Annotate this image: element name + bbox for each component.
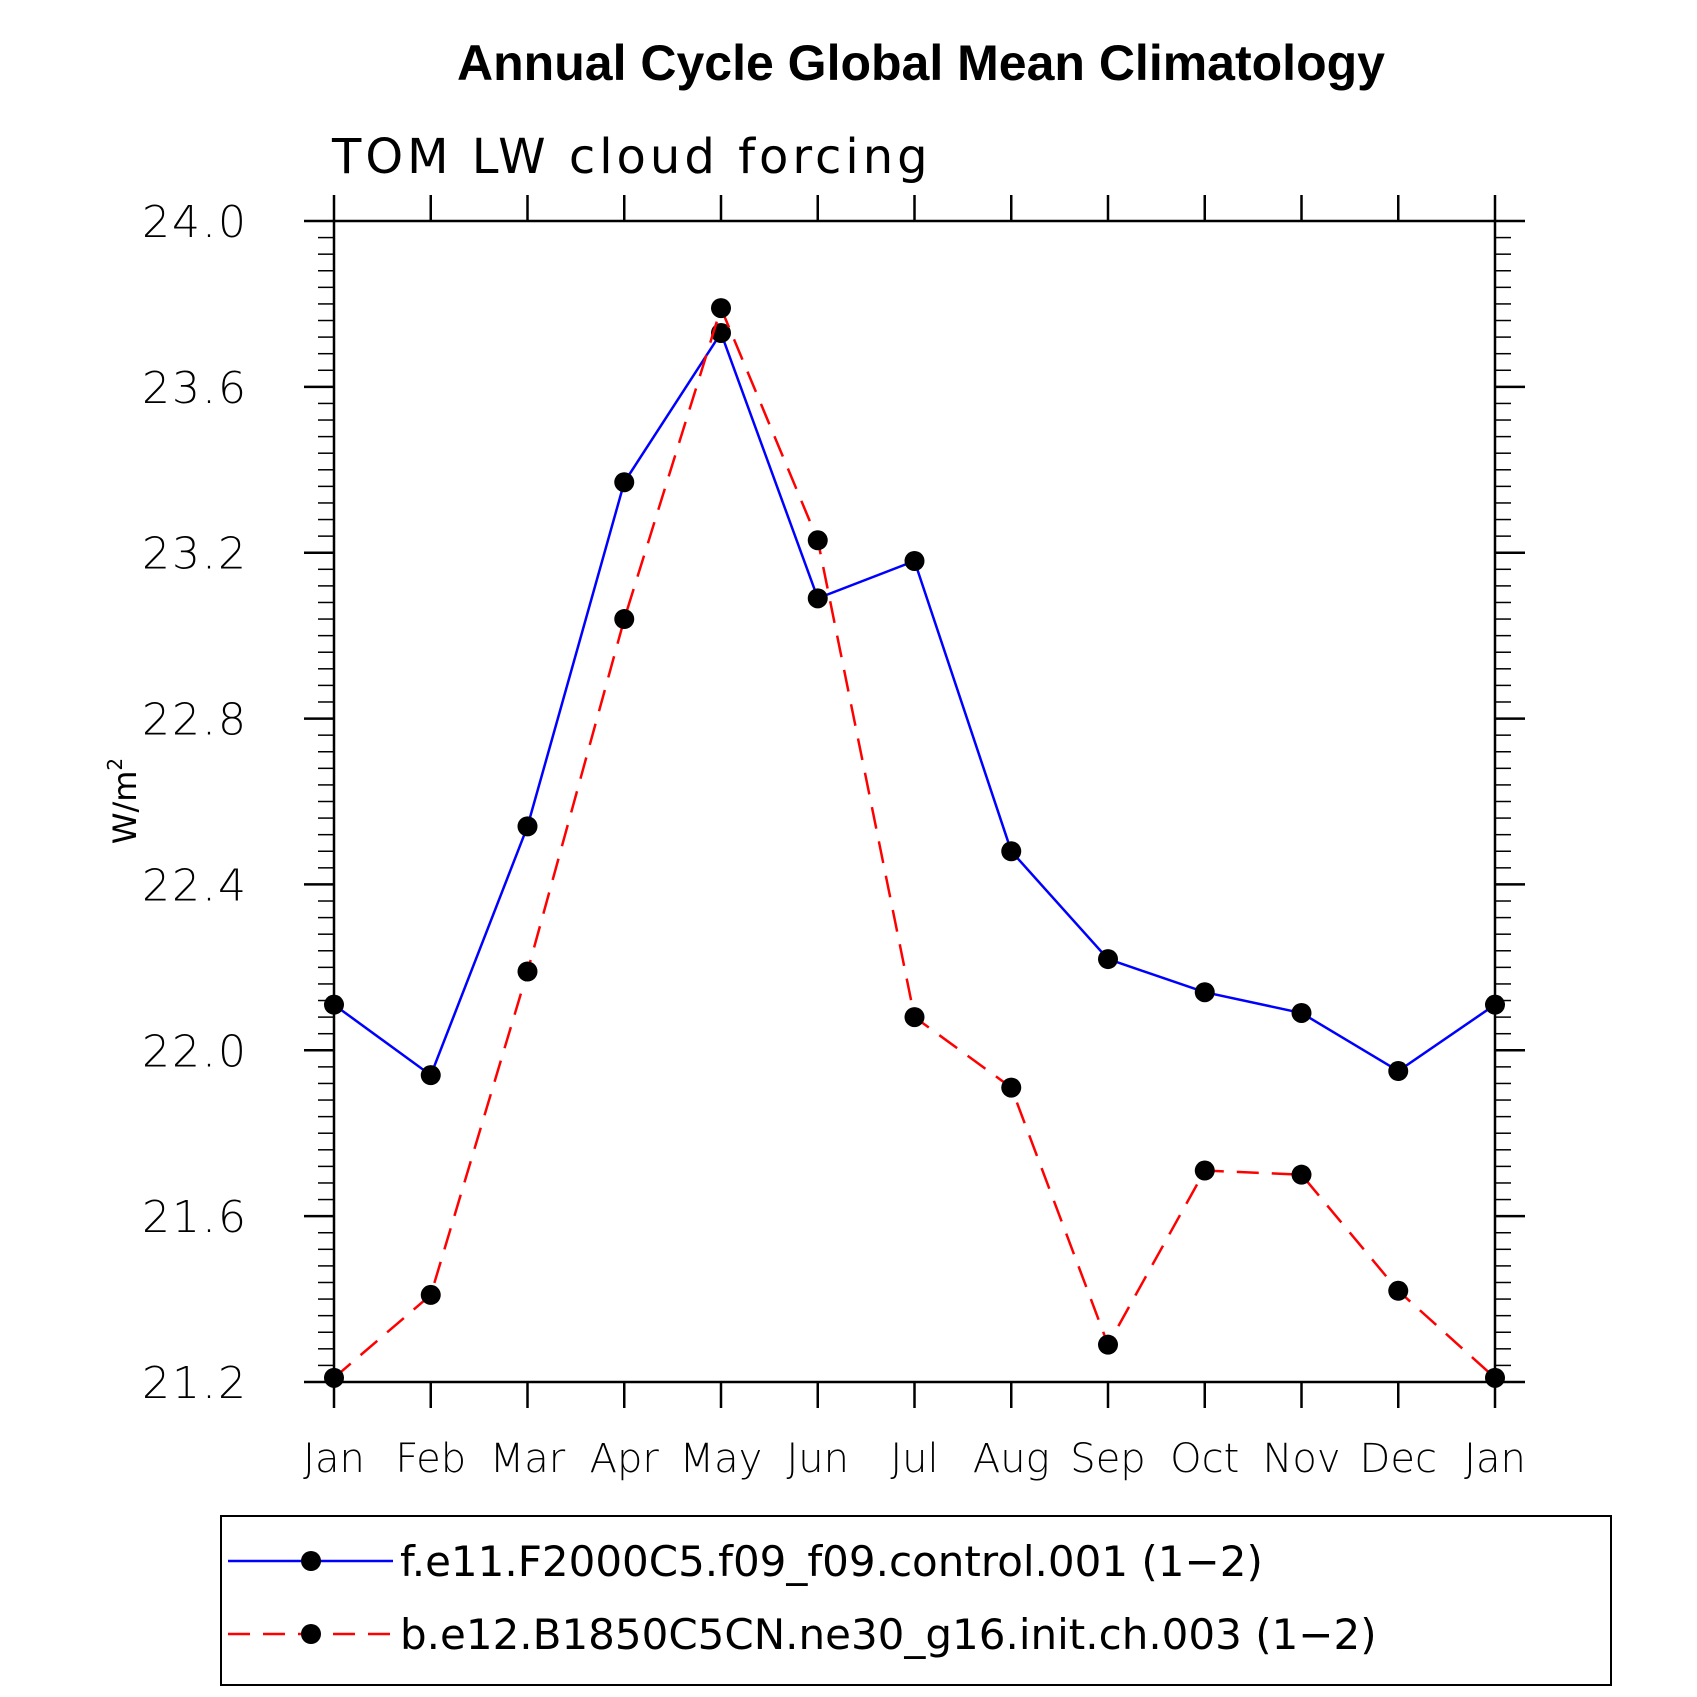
series-layer [324,298,1505,1388]
data-point [1098,949,1118,970]
y-tick-label: 24.0 [142,197,248,248]
data-point [807,530,828,551]
legend-label: b.e12.B1850C5CN.ne30_g16.init.ch.003 (1−… [400,1610,1377,1659]
data-point [420,1284,441,1305]
data-point [324,1367,344,1388]
x-tick-label: Jan [303,1436,365,1482]
data-point [1098,1334,1118,1355]
y-tick-label: 22.0 [142,1026,248,1077]
y-tick-label: 21.6 [142,1192,248,1243]
data-point [1388,1061,1409,1082]
x-tick-label: Feb [395,1436,466,1482]
data-point [1291,1164,1312,1185]
series-line [333,304,1496,1379]
y-axis-label-units: W/m [106,771,144,845]
data-point [1485,994,1505,1015]
y-tick-label: 23.6 [142,363,248,414]
legend-entry-2: b.e12.B1850C5CN.ne30_g16.init.ch.003 (1−… [228,1610,1377,1659]
x-tick-label: Jan [1464,1436,1526,1482]
x-tick-label: Mar [490,1436,566,1482]
legend-marker [301,1551,321,1571]
x-tick-label: Jun [787,1436,850,1482]
data-point [517,961,538,982]
chart-title: Annual Cycle Global Mean Climatology [457,35,1385,91]
x-tick-label: Sep [1070,1436,1145,1482]
y-axis-label-exponent: 2 [103,758,127,771]
series-1 [324,322,1505,1086]
x-tick-label: May [680,1436,763,1482]
y-axis-label: W/m2 [103,758,144,844]
x-tick-label: Nov [1262,1436,1340,1482]
data-point [1001,1077,1022,1098]
plot-frame [332,219,1497,1384]
y-tick-label: 23.2 [142,529,248,580]
chart-subtitle: TOM LW cloud forcing [331,129,932,185]
y-tick-label: 22.4 [142,860,248,911]
x-tick-label: Jul [890,1436,938,1482]
legend-label: f.e11.F2000C5.f09_f09.control.001 (1−2) [400,1537,1263,1586]
series-line [333,330,1496,1078]
data-point [324,994,344,1015]
x-tick-label: Dec [1360,1436,1437,1482]
data-point [1388,1280,1409,1301]
data-point [1194,1160,1215,1181]
x-tick-label: Oct [1170,1436,1239,1482]
data-point [904,1007,925,1028]
legend-box [220,1515,1612,1686]
x-tick-label: Aug [973,1436,1050,1482]
legend-marker [301,1624,321,1644]
data-point [420,1065,441,1086]
axis-ticks [304,195,1525,1408]
x-tick-label: Apr [590,1436,660,1482]
legend-entry-1: f.e11.F2000C5.f09_f09.control.001 (1−2) [228,1537,1263,1586]
series-2 [324,298,1505,1388]
data-point [614,472,635,493]
y-tick-label: 21.2 [142,1358,248,1409]
legend: f.e11.F2000C5.f09_f09.control.001 (1−2) b… [228,1537,1377,1659]
data-point [614,609,635,630]
y-tick-label: 22.8 [142,695,248,746]
data-point [1194,982,1215,1003]
data-point [1291,1002,1312,1023]
y-axis-tick-labels: 21.2 21.6 22.0 22.4 22.8 23.2 23.6 24.0 [142,197,248,1409]
data-point [904,551,925,572]
data-point [1001,841,1022,862]
data-point [711,298,731,319]
data-point [807,588,828,609]
data-point [1485,1367,1505,1388]
data-point [517,816,538,837]
x-axis-tick-labels: Jan Feb Mar Apr May Jun Jul Aug Sep Oct Nov Dec Jan [303,1436,1526,1482]
